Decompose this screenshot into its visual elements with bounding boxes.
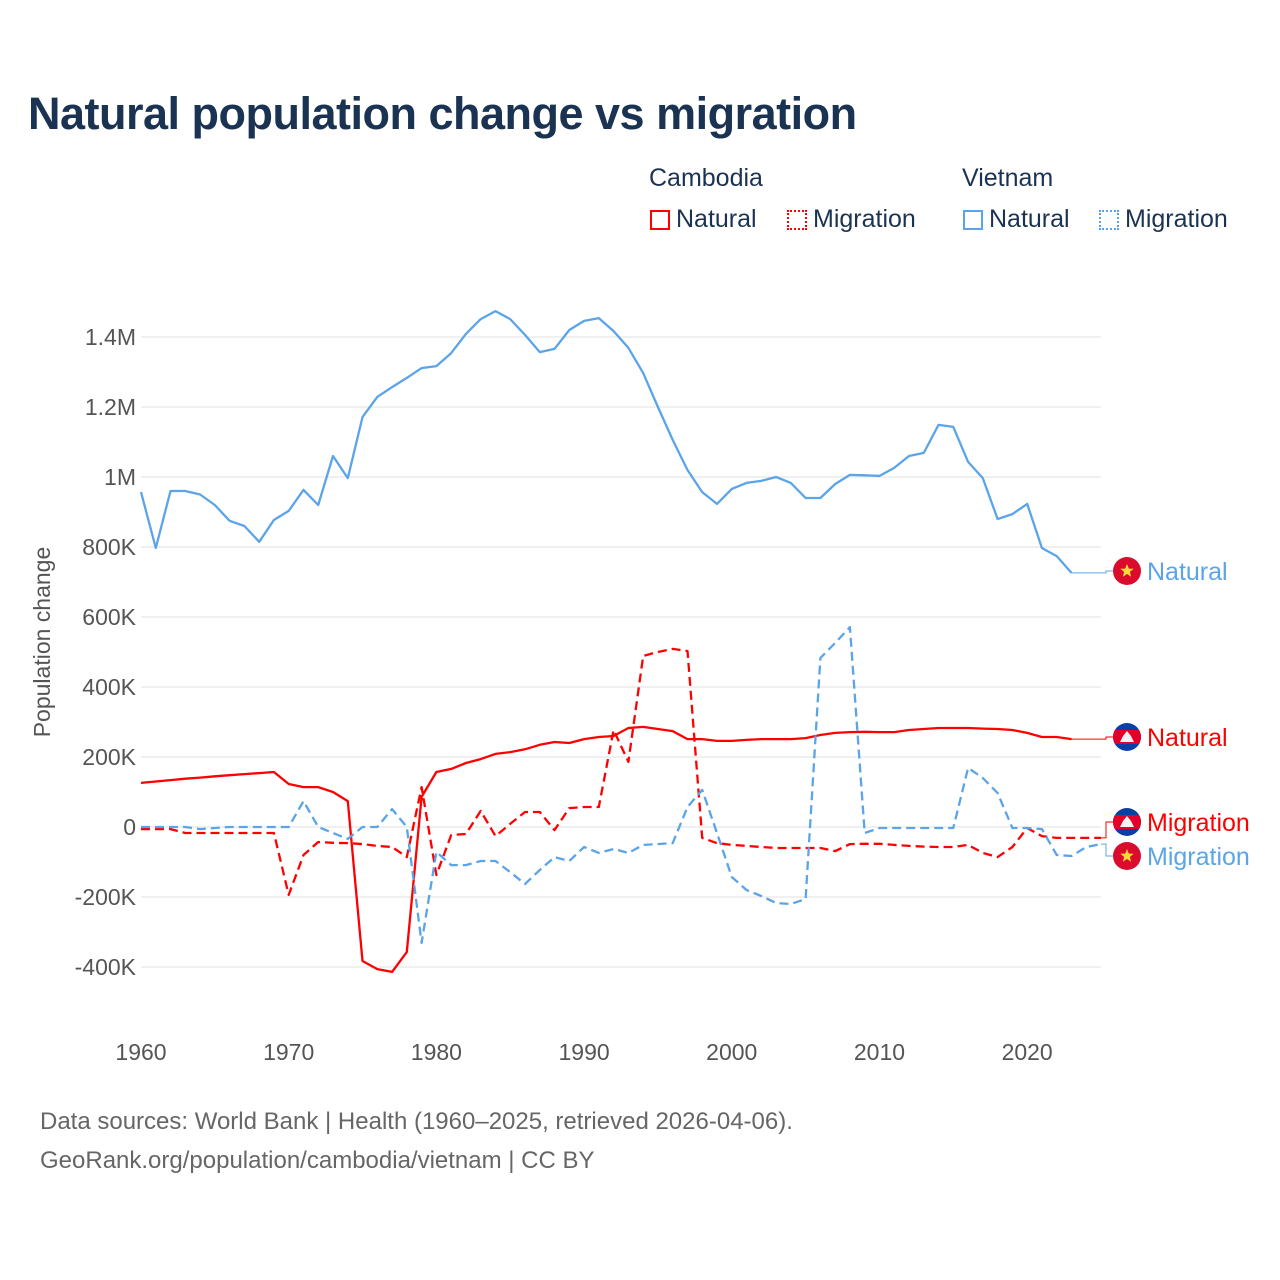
legend-vietnam-natural[interactable]: Natural <box>963 205 1070 234</box>
legend-group-cambodia: Cambodia <box>649 164 763 192</box>
cambodia-flag-icon <box>1113 808 1141 836</box>
legend-label: Migration <box>1125 205 1228 233</box>
series-end-label: Migration <box>1147 843 1250 871</box>
x-tick-label: 2010 <box>854 1039 905 1065</box>
legend-cambodia-natural[interactable]: Natural <box>650 205 757 234</box>
x-tick-label: 1960 <box>115 1039 166 1065</box>
y-axis-label: Population change <box>29 547 55 738</box>
y-tick-label: 400K <box>82 674 136 700</box>
label-connector <box>1071 736 1113 740</box>
y-tick-label: -400K <box>75 954 137 980</box>
legend-cambodia-migration[interactable]: Migration <box>787 205 916 234</box>
legend-vietnam-migration[interactable]: Migration <box>1099 205 1228 234</box>
y-tick-label: 1M <box>104 464 136 490</box>
footer-sources: Data sources: World Bank | Health (1960–… <box>40 1108 793 1135</box>
legend-swatch-solid <box>963 209 983 230</box>
flag-body <box>1113 723 1141 751</box>
vietnam-flag-icon <box>1113 557 1141 585</box>
x-tick-label: 1990 <box>558 1039 609 1065</box>
y-tick-label: 1.2M <box>85 394 136 420</box>
legend-label: Migration <box>813 205 916 233</box>
star-icon <box>1120 564 1134 577</box>
series-line-vietnam-natural <box>139 309 1073 574</box>
legend-group-vietnam: Vietnam <box>962 164 1054 192</box>
vietnam-flag-icon <box>1113 842 1141 870</box>
temple-icon <box>1120 816 1134 827</box>
label-connector <box>1101 843 1113 857</box>
series-end-label: Natural <box>1147 724 1228 752</box>
x-tick-label: 1970 <box>263 1039 314 1065</box>
flag-body <box>1113 808 1141 836</box>
chart-title: Natural population change vs migration <box>28 88 857 139</box>
cambodia-flag-icon <box>1113 723 1141 751</box>
series-end-label: Natural <box>1147 558 1228 586</box>
y-tick-label: 0 <box>123 814 136 840</box>
temple-icon <box>1120 731 1134 742</box>
series-line-cambodia-natural <box>140 725 1072 974</box>
x-tick-label: 2020 <box>1002 1039 1053 1065</box>
x-tick-label: 2000 <box>706 1039 757 1065</box>
series-line-vietnam-migration <box>141 625 1102 945</box>
legend-swatch-dotted <box>1099 209 1119 230</box>
star-icon <box>1120 849 1134 862</box>
label-connector <box>1101 821 1113 839</box>
label-connector <box>1071 570 1113 574</box>
x-tick-label: 1980 <box>411 1039 462 1065</box>
y-tick-label: 800K <box>82 534 136 560</box>
legend-swatch-solid <box>650 209 670 230</box>
series-end-label: Migration <box>1147 809 1250 837</box>
y-tick-label: 200K <box>82 744 136 770</box>
y-tick-label: 600K <box>82 604 136 630</box>
legend-label: Natural <box>989 205 1070 233</box>
y-tick-label: -200K <box>75 884 137 910</box>
legend-swatch-dotted <box>787 209 807 230</box>
footer-url[interactable]: GeoRank.org/population/cambodia/vietnam … <box>40 1147 595 1174</box>
series-line-cambodia-migration <box>141 647 1101 897</box>
legend-label: Natural <box>676 205 757 233</box>
y-tick-label: 1.4M <box>85 324 136 350</box>
